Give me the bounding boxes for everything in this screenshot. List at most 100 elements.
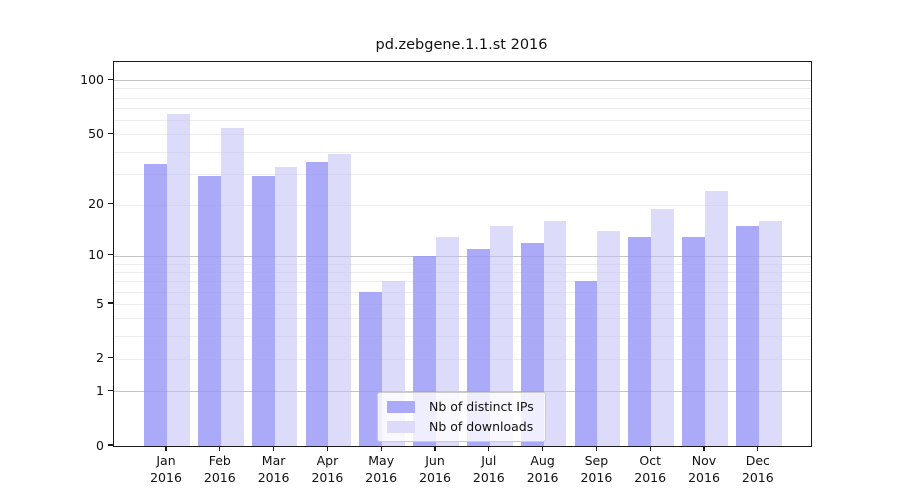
minor-gridline [114,304,811,305]
bar-distinct-ips-mar [251,176,275,446]
major-gridline [114,255,811,257]
year-label: 2016 [472,469,505,485]
legend-item-distinct-ips: Nb of distinct IPs [387,399,534,414]
x-tick-label: Jan 2016 [136,453,196,486]
x-tick-label: Sep 2016 [566,453,626,486]
year-label: 2016 [419,469,451,485]
y-tick-mark [108,132,113,134]
bar-downloads-jul [489,226,513,446]
major-gridline [114,391,811,393]
x-tick-label: Jul 2016 [459,453,519,486]
month-label: Apr [316,453,339,468]
year-label: 2016 [634,469,667,485]
y-tick-label: 100 [80,71,104,87]
x-tick-mark [165,446,167,451]
x-tick-label: Feb 2016 [190,453,250,486]
y-tick-mark [108,302,113,304]
bar-distinct-ips-apr [305,161,329,446]
bar-downloads-sep [597,231,621,446]
legend-swatch-downloads-icon [387,420,415,433]
x-tick-label: Mar 2016 [244,453,304,486]
x-tick-mark [273,446,275,451]
x-tick-label: Oct 2016 [620,453,680,486]
month-label: Jan [156,453,176,468]
x-tick-label: Aug 2016 [513,453,573,486]
legend-label-distinct-ips: Nb of distinct IPs [429,399,534,414]
bar-distinct-ips-jan [144,164,167,446]
month-label: Dec [745,453,770,468]
minor-gridline [114,291,811,293]
year-label: 2016 [257,469,290,485]
x-tick-mark [380,446,382,451]
x-tick-mark [488,446,490,451]
legend-label-downloads: Nb of downloads [429,419,534,434]
minor-gridline [114,318,811,320]
x-tick-mark [703,446,705,451]
minor-gridline [114,263,811,265]
x-tick-mark [434,446,436,451]
year-label: 2016 [311,469,344,485]
x-tick-label: Nov 2016 [674,453,734,486]
x-tick-label: Apr 2016 [297,453,357,486]
bar-distinct-ips-dec [736,226,759,446]
x-tick-mark [595,446,597,451]
bar-distinct-ips-feb [198,176,221,446]
bar-downloads-mar [274,166,298,446]
legend-item-downloads: Nb of downloads [387,419,534,434]
y-tick-mark [108,203,113,205]
minor-gridline [114,173,811,175]
y-tick-mark [108,254,113,256]
year-label: 2016 [580,469,613,485]
x-tick-mark [757,446,759,451]
month-label: Jun [425,453,445,468]
bar-distinct-ips-may [359,291,383,446]
y-tick-label: 10 [88,247,104,263]
year-label: 2016 [688,469,720,485]
year-label: 2016 [741,469,774,485]
minor-gridline [114,120,811,122]
y-tick-mark [108,78,113,80]
bar-distinct-ips-nov [682,236,705,446]
x-tick-label: Dec 2016 [728,453,788,486]
plot-area: Nb of distinct IPs Nb of downloads [113,61,812,447]
bar-distinct-ips-sep [574,281,598,446]
month-label: May [368,453,395,468]
month-label: Sep [584,453,609,468]
x-tick-mark [219,446,221,451]
bar-downloads-jan [167,113,190,446]
y-tick-label: 2 [96,350,104,366]
bar-downloads-oct [651,208,674,446]
y-tick-label: 5 [96,295,104,311]
legend: Nb of distinct IPs Nb of downloads [377,392,546,442]
minor-gridline [114,108,811,110]
major-gridline [114,80,811,82]
year-label: 2016 [365,469,398,485]
y-tick-mark [108,389,113,391]
month-label: Mar [261,453,286,468]
minor-gridline [114,271,811,273]
chart-title: pd.zebgene.1.1.st 2016 [375,37,548,53]
bar-distinct-ips-oct [628,236,652,446]
x-tick-mark [326,446,328,451]
y-tick-label: 20 [88,196,104,212]
minor-gridline [114,281,811,283]
y-tick-mark [108,357,113,359]
y-tick-label: 50 [88,125,104,141]
month-label: Nov [691,453,717,468]
bar-downloads-nov [705,190,728,446]
month-label: Feb [208,453,231,468]
y-tick-label: 1 [96,382,104,398]
x-tick-mark [542,446,544,451]
minor-gridline [114,88,811,90]
bar-downloads-dec [758,221,782,446]
month-label: Aug [530,453,555,468]
bar-downloads-feb [220,128,244,446]
year-label: 2016 [150,469,182,485]
minor-gridline [114,204,811,206]
bar-downloads-aug [543,221,567,446]
legend-swatch-distinct-ips-icon [387,400,415,413]
year-label: 2016 [203,469,236,485]
x-tick-mark [649,446,651,451]
month-label: Jul [481,453,497,468]
